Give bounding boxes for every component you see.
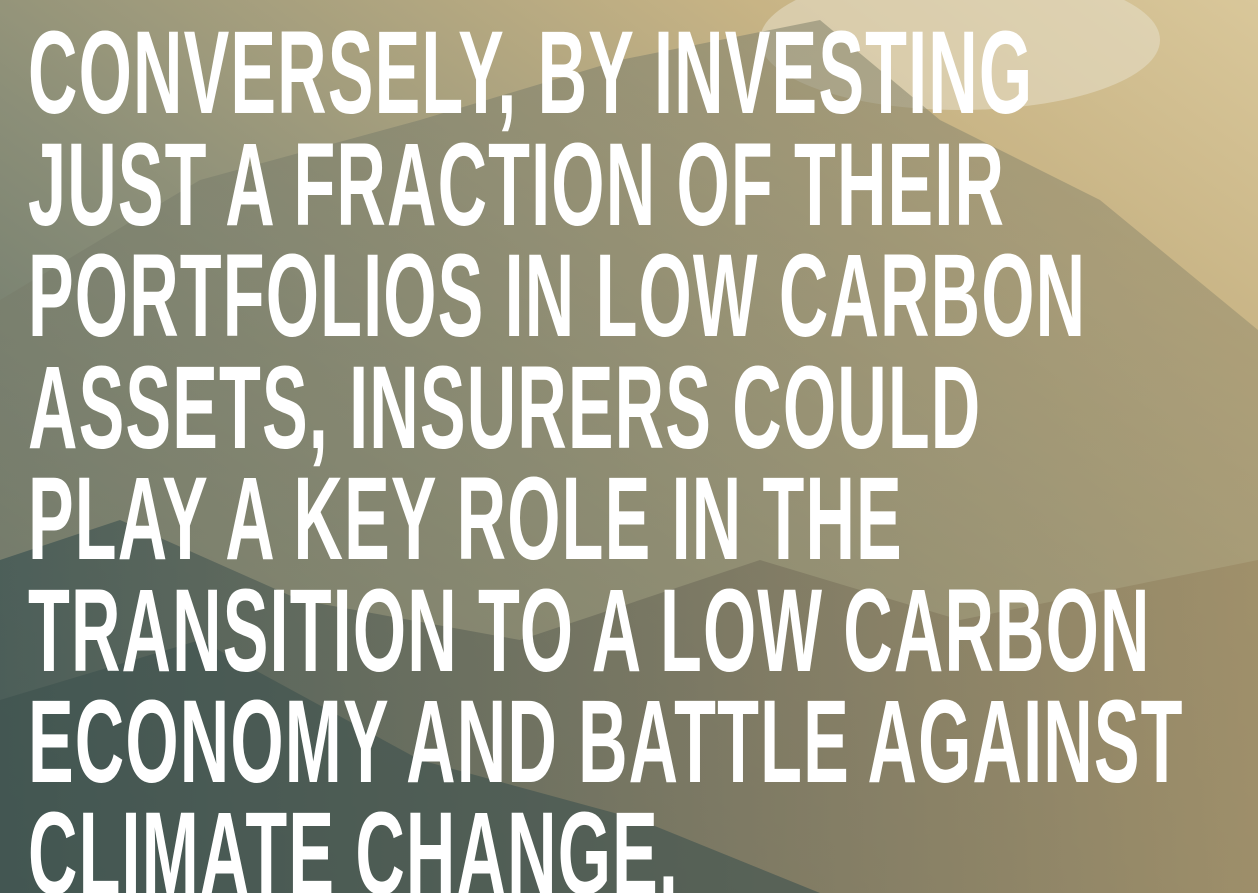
quote-line: PLAY A KEY ROLE IN THE [28,460,903,578]
quote-line: CLIMATE CHANGE. [28,795,679,893]
quote-line: CONVERSELY, BY INVESTING [28,14,1033,132]
quote-line: PORTFOLIOS IN LOW CARBON [28,237,1086,355]
quote-line: TRANSITION TO A LOW CARBON [28,572,1151,690]
poster: CONVERSELY, BY INVESTINGJUST A FRACTION … [0,0,1258,893]
quote-line: JUST A FRACTION OF THEIR [28,126,1005,244]
quote-line: ECONOMY AND BATTLE AGAINST [28,683,1184,801]
quote-line: ASSETS, INSURERS COULD [28,349,981,467]
